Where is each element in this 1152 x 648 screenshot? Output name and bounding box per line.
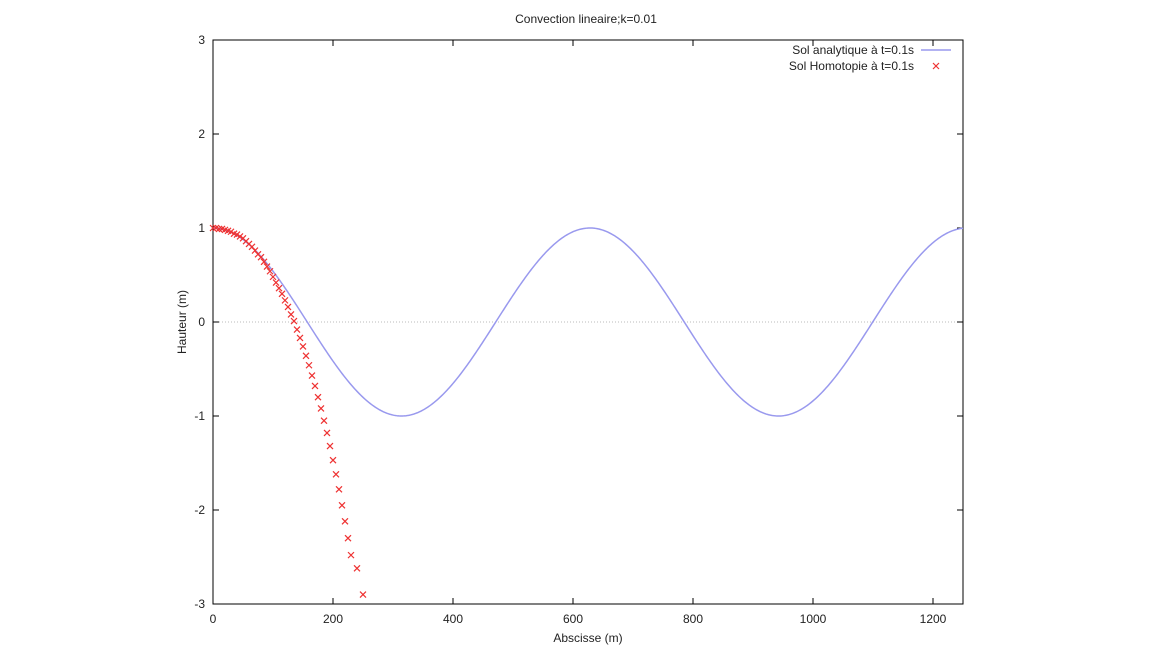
homotopy-point (344, 534, 352, 542)
homotopy-point (347, 551, 355, 559)
homotopy-point (236, 233, 244, 240)
y-tick-label: -1 (194, 409, 205, 423)
homotopy-point (293, 326, 301, 333)
homotopy-point (227, 228, 235, 236)
homotopy-point (260, 258, 268, 266)
homotopy-point (209, 224, 217, 232)
homotopy-point (281, 296, 289, 304)
legend-label-homotopy: Sol Homotopie à t=0.1s (789, 59, 914, 73)
legend-marker-homotopy (932, 62, 940, 70)
homotopy-point (272, 279, 280, 286)
homotopy-point (287, 311, 295, 318)
homotopy-point (335, 485, 343, 493)
homotopy-point (302, 352, 310, 360)
homotopy-point (299, 343, 307, 350)
homotopy-point (215, 225, 223, 233)
y-tick-label: 0 (198, 315, 205, 329)
y-tick-label: 2 (198, 127, 205, 141)
homotopy-point (341, 517, 349, 525)
y-tick-label: -3 (194, 597, 205, 611)
homotopy-point (326, 442, 334, 450)
legend: Sol analytique à t=0.1s Sol Homotopie à … (789, 43, 951, 73)
homotopy-point (338, 501, 346, 509)
homotopy-point (296, 334, 304, 342)
homotopy-point (257, 253, 265, 261)
homotopy-point (320, 417, 328, 425)
homotopy-point (278, 290, 286, 298)
homotopy-point (284, 303, 292, 311)
homotopy-point (314, 393, 322, 401)
homotopy-point (290, 317, 298, 325)
homotopy-point (359, 591, 367, 599)
x-tick-label: 400 (443, 612, 463, 626)
homotopy-point (305, 361, 313, 369)
homotopy-point (263, 263, 271, 270)
homotopy-point (311, 382, 319, 390)
x-tick-label: 200 (323, 612, 343, 626)
homotopy-point (353, 564, 361, 572)
homotopy-point (332, 470, 340, 478)
x-tick-label: 800 (683, 612, 703, 626)
y-tick-label: 1 (198, 221, 205, 235)
legend-swatch-homotopy (932, 62, 940, 70)
x-axis: 0 200 400 600 800 1000 1200 (210, 40, 947, 626)
y-tick-label: -2 (194, 503, 205, 517)
x-axis-title: Abscisse (m) (553, 631, 622, 645)
homotopy-point (323, 429, 331, 437)
homotopy-point (233, 231, 241, 239)
homotopy-point (275, 284, 283, 292)
x-tick-label: 0 (210, 612, 217, 626)
y-axis-title: Hauteur (m) (175, 290, 189, 354)
homotopy-point (329, 456, 337, 464)
series-points-homotopy (209, 224, 367, 599)
x-tick-label: 1000 (800, 612, 827, 626)
homotopy-point (317, 405, 325, 412)
chart-title: Convection lineaire;k=0.01 (515, 12, 657, 26)
homotopy-point (266, 267, 274, 275)
x-tick-label: 600 (563, 612, 583, 626)
y-tick-label: 3 (198, 33, 205, 47)
homotopy-point (308, 372, 316, 380)
series-line-analytic (212, 227, 964, 417)
y-axis: -3 -2 -1 0 1 2 3 (194, 33, 963, 611)
x-tick-label: 1200 (920, 612, 947, 626)
legend-label-analytic: Sol analytique à t=0.1s (792, 43, 914, 57)
homotopy-point (269, 273, 277, 281)
